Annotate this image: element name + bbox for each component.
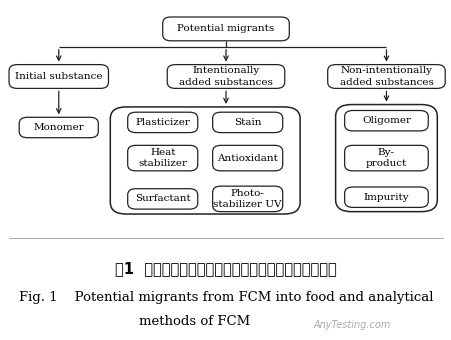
Text: Initial substance: Initial substance <box>15 72 102 81</box>
FancyBboxPatch shape <box>344 146 428 171</box>
Text: AnyTesting.com: AnyTesting.com <box>313 320 391 330</box>
FancyBboxPatch shape <box>344 110 428 131</box>
Text: Oligomer: Oligomer <box>361 116 410 125</box>
Text: Intentionally
added substances: Intentionally added substances <box>179 66 272 87</box>
FancyBboxPatch shape <box>19 117 98 138</box>
Text: 图1  食品接触材料中可能迁移的物质以及分析检测技术: 图1 食品接触材料中可能迁移的物质以及分析检测技术 <box>115 261 336 276</box>
Text: Impurity: Impurity <box>363 193 408 202</box>
FancyBboxPatch shape <box>162 17 289 41</box>
FancyBboxPatch shape <box>127 112 198 133</box>
Text: methods of FCM: methods of FCM <box>138 315 249 328</box>
Text: Photo-
stabilizer UV: Photo- stabilizer UV <box>213 189 281 209</box>
FancyBboxPatch shape <box>212 146 282 171</box>
FancyBboxPatch shape <box>212 112 282 133</box>
Text: Heat
stabilizer: Heat stabilizer <box>138 148 187 168</box>
Text: Surfactant: Surfactant <box>134 194 190 203</box>
Text: Antioxidant: Antioxidant <box>217 154 277 163</box>
FancyBboxPatch shape <box>344 187 428 207</box>
Text: Monomer: Monomer <box>33 123 84 132</box>
Text: Fig. 1    Potential migrants from FCM into food and analytical: Fig. 1 Potential migrants from FCM into … <box>18 291 433 304</box>
FancyBboxPatch shape <box>167 65 284 88</box>
FancyBboxPatch shape <box>327 65 444 88</box>
FancyBboxPatch shape <box>212 186 282 211</box>
Text: Potential migrants: Potential migrants <box>177 24 274 33</box>
FancyBboxPatch shape <box>127 189 198 209</box>
Text: Stain: Stain <box>234 118 261 127</box>
FancyBboxPatch shape <box>110 107 299 214</box>
Text: By-
product: By- product <box>365 148 406 168</box>
FancyBboxPatch shape <box>127 146 198 171</box>
FancyBboxPatch shape <box>9 65 108 88</box>
Text: Non-intentionally
added substances: Non-intentionally added substances <box>339 66 433 87</box>
Text: Plasticizer: Plasticizer <box>135 118 190 127</box>
FancyBboxPatch shape <box>335 104 436 211</box>
